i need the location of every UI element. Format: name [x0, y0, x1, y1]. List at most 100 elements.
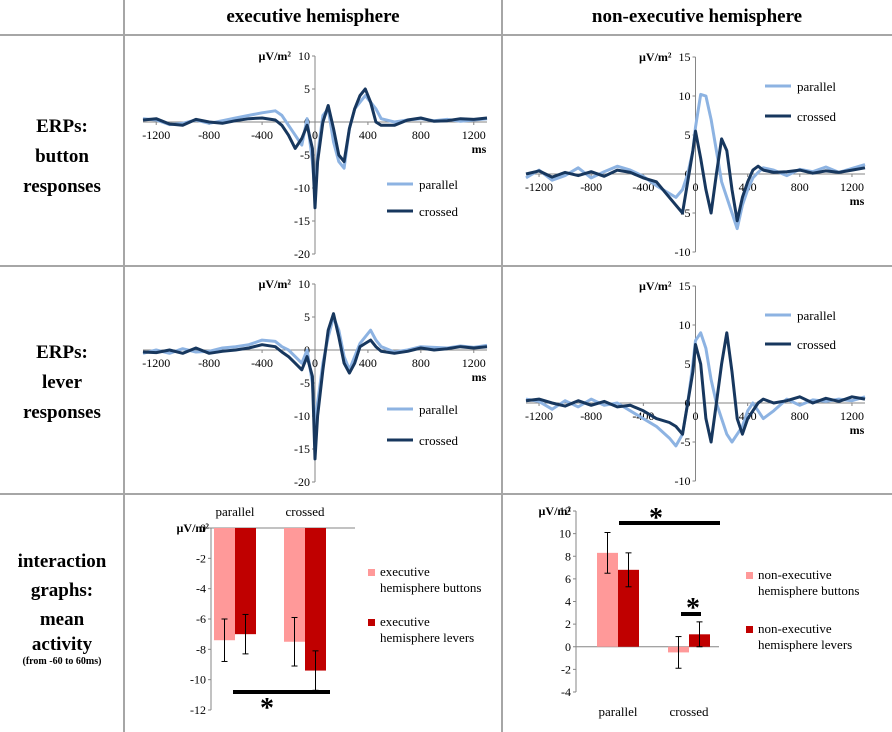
legend-label: executive hemisphere levers: [380, 614, 474, 645]
series-line-parallel: [525, 92, 866, 231]
y-tick-label: 10: [679, 318, 691, 332]
y-tick-label: -4: [196, 582, 206, 596]
x-tick-label: -800: [198, 356, 220, 370]
y-axis-unit-label: µV/m²: [538, 504, 571, 518]
y-tick-label: 10: [679, 89, 691, 103]
y-tick-label: -10: [294, 409, 310, 423]
legend-label: non-executive hemisphere buttons: [758, 567, 859, 598]
bar-parallel-levers: [235, 528, 256, 635]
y-tick-label: -10: [675, 474, 691, 488]
y-tick-label: 4: [565, 595, 571, 609]
row-label-line: ERPs:: [36, 342, 88, 363]
x-tick-label: -400: [251, 128, 273, 142]
legend-label-parallel: parallel: [419, 177, 458, 192]
y-tick-label: -5: [300, 148, 310, 162]
y-tick-label: -8: [196, 642, 206, 656]
legend-label: executive hemisphere buttons: [380, 564, 481, 595]
legend-label-parallel: parallel: [797, 308, 836, 323]
y-tick-label: -5: [681, 435, 691, 449]
y-tick-label: -15: [294, 442, 310, 456]
significance-star: *: [686, 593, 700, 624]
y-tick-label: 5: [685, 128, 691, 142]
y-tick-label: 2: [565, 617, 571, 631]
x-tick-label: 1200: [462, 128, 486, 142]
category-label-crossed: crossed: [670, 704, 709, 719]
legend-label-parallel: parallel: [797, 79, 836, 94]
y-tick-label: -6: [196, 612, 206, 626]
bar-parallel-levers: [618, 569, 639, 647]
y-tick-label: 12: [559, 504, 571, 518]
x-axis-unit-label: ms: [472, 370, 487, 384]
y-tick-label: 0: [565, 640, 571, 654]
row-label-line: interaction: [17, 551, 107, 572]
y-tick-label: 15: [679, 50, 691, 64]
x-tick-label: 0: [312, 128, 318, 142]
bar-parallel-buttons: [214, 528, 235, 641]
chart-bar-nonexec: 12 10 8 6 4 2 0 -2 -4 µV/m² parallel crossed non-exe…: [538, 503, 859, 719]
row-label-line: responses: [23, 402, 101, 423]
row-header-lever: ERPs: lever responses: [0, 338, 124, 428]
y-tick-label: -5: [681, 206, 691, 220]
y-tick-label: 10: [298, 277, 310, 291]
y-tick-label: 5: [304, 310, 310, 324]
row-label-line: activity: [31, 634, 93, 655]
significance-star: *: [260, 693, 274, 724]
x-tick-label: -800: [198, 128, 220, 142]
legend-label: non-executive hemisphere levers: [758, 621, 852, 652]
y-tick-label: -20: [294, 475, 310, 489]
x-tick-label: -1200: [142, 356, 170, 370]
x-tick-label: -400: [632, 180, 654, 194]
category-label-parallel: parallel: [216, 504, 255, 519]
y-tick-label: -10: [294, 181, 310, 195]
y-tick-label: -15: [294, 214, 310, 228]
y-tick-label: -4: [561, 685, 571, 699]
category-label-parallel: parallel: [599, 704, 638, 719]
y-tick-label: 15: [679, 279, 691, 293]
y-tick-label: 0: [200, 521, 206, 535]
x-tick-label: 1200: [462, 356, 486, 370]
legend-swatch: [746, 572, 753, 579]
bar-crossed-buttons: [284, 528, 305, 642]
y-tick-label: -20: [294, 247, 310, 261]
x-tick-label: 0: [693, 409, 699, 423]
series-line-crossed: [142, 312, 488, 461]
legend-label-crossed: crossed: [419, 433, 458, 448]
row-label-line: responses: [23, 176, 101, 197]
x-axis-unit-label: ms: [472, 142, 487, 156]
y-axis-unit-label: µV/m²: [258, 49, 291, 63]
y-tick-label: -10: [675, 245, 691, 259]
y-tick-label: 8: [565, 549, 571, 563]
row-label-line: ERPs:: [36, 116, 88, 137]
x-tick-label: 800: [412, 356, 430, 370]
x-axis-unit-label: ms: [850, 423, 865, 437]
y-axis-unit-label: µV/m²: [258, 277, 291, 291]
significance-star: *: [649, 503, 663, 534]
category-label-crossed: crossed: [286, 504, 325, 519]
y-axis-unit-label: µV/m²: [639, 50, 672, 64]
legend-label-crossed: crossed: [797, 109, 836, 124]
y-tick-label: -10: [190, 673, 206, 687]
row-header-interaction: interaction graphs: mean activity (from …: [0, 547, 124, 668]
x-tick-label: 800: [791, 409, 809, 423]
legend-swatch: [746, 626, 753, 633]
series-line-crossed: [525, 331, 866, 444]
row-label-line: lever: [41, 372, 83, 393]
x-tick-label: 0: [693, 180, 699, 194]
y-tick-label: -12: [190, 703, 206, 717]
legend-label-parallel: parallel: [419, 402, 458, 417]
x-tick-label: 1200: [840, 409, 864, 423]
x-tick-label: -1200: [525, 180, 553, 194]
y-tick-label: -2: [561, 662, 571, 676]
legend-label-crossed: crossed: [797, 337, 836, 352]
x-tick-label: -800: [580, 409, 602, 423]
bar-crossed-levers: [305, 528, 326, 671]
y-tick-label: -5: [300, 376, 310, 390]
column-header-executive: executive hemisphere: [226, 6, 400, 27]
x-tick-label: -1200: [142, 128, 170, 142]
y-tick-label: 5: [685, 357, 691, 371]
legend-label-crossed: crossed: [419, 204, 458, 219]
row-label-line: button: [35, 146, 89, 167]
